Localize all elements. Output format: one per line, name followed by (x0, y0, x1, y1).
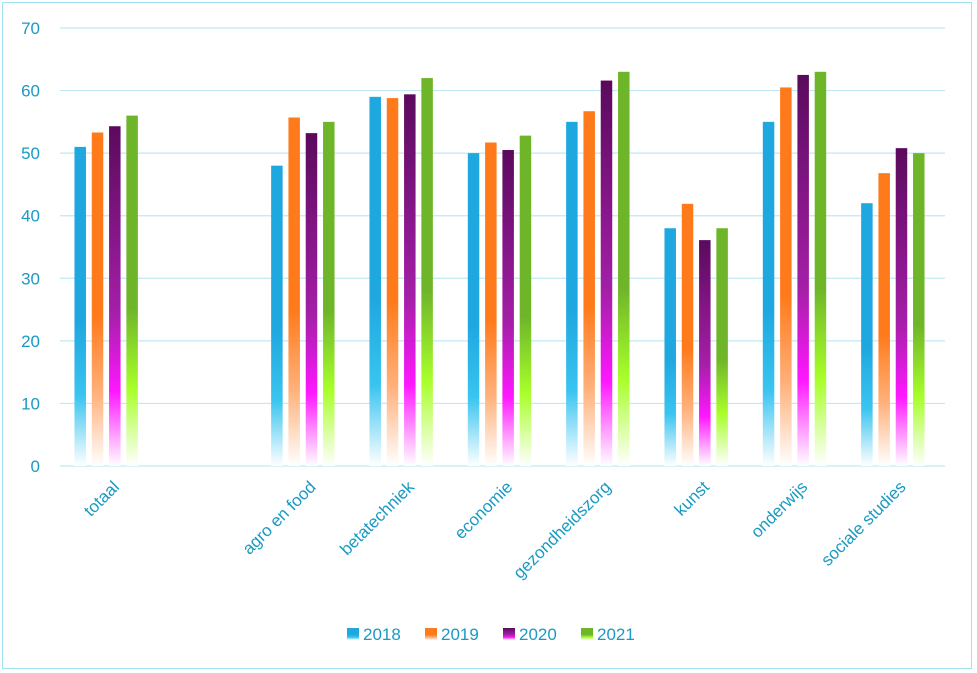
bar-2018-onderwijs (762, 121, 775, 466)
bar-2021-economie (519, 135, 532, 466)
legend-label: 2019 (441, 625, 479, 644)
y-tick-label: 30 (21, 269, 40, 288)
bar-2019-totaal (91, 132, 104, 466)
bars (74, 71, 925, 467)
bar-2020-economie (502, 150, 514, 466)
bar-2019-economie (485, 142, 497, 466)
x-category-label: agro en food (239, 477, 320, 558)
x-category-label: onderwijs (747, 477, 811, 541)
bar-2019-betatechniek (386, 98, 399, 466)
bar-2018-gezondheidszorg (566, 121, 578, 466)
bar-2020-betatechniek (404, 94, 416, 466)
bar-2020-kunst (699, 240, 711, 466)
legend-swatch-2019 (425, 628, 437, 640)
bar-2019-kunst (681, 203, 694, 466)
y-tick-label: 10 (21, 394, 40, 413)
bar-2019-agro-en-food (288, 117, 300, 466)
bar-2020-agro-en-food (305, 133, 318, 466)
y-tick-label: 70 (21, 19, 40, 38)
bar-2021-kunst (716, 228, 728, 466)
bar-2018-betatechniek (369, 96, 381, 466)
y-tick-label: 20 (21, 332, 40, 351)
bar-2021-sociale-studies (913, 153, 925, 466)
x-category-label: betatechniek (336, 477, 418, 559)
x-category-label: gezondheidszorg (510, 477, 615, 582)
y-tick-label: 40 (21, 207, 40, 226)
legend-label: 2020 (519, 625, 557, 644)
bar-2021-onderwijs (814, 71, 827, 467)
legend-swatch-2020 (503, 628, 515, 640)
legend-swatch-2018 (347, 628, 359, 640)
bar-2018-kunst (664, 228, 676, 466)
x-category-label: sociale studies (817, 477, 909, 569)
bar-2021-betatechniek (421, 78, 433, 467)
y-tick-label: 50 (21, 144, 40, 163)
bar-2018-totaal (74, 146, 86, 466)
bar-2020-gezondheidszorg (600, 80, 613, 466)
bar-2020-totaal (109, 126, 121, 466)
bar-2018-agro-en-food (271, 165, 283, 466)
legend: 2018 2019 2020 2021 (347, 625, 635, 644)
legend-label: 2018 (363, 625, 401, 644)
legend-swatch-2021 (581, 628, 593, 640)
bar-2020-onderwijs (797, 74, 809, 466)
x-category-label: economie (451, 477, 517, 543)
bar-2021-totaal (126, 115, 138, 466)
y-tick-label: 60 (21, 82, 40, 101)
bar-2019-gezondheidszorg (583, 111, 595, 466)
bar-2018-sociale-studies (861, 203, 873, 466)
legend-label: 2021 (597, 625, 635, 644)
bar-2021-gezondheidszorg (618, 71, 630, 467)
bar-2020-sociale-studies (895, 148, 908, 466)
y-tick-label: 0 (31, 457, 40, 476)
x-axis-labels: totaal agro en food betatechniek economiege… (80, 477, 910, 582)
bar-2019-onderwijs (780, 87, 792, 466)
x-category-label: kunst (671, 477, 713, 519)
bar-2018-economie (467, 153, 480, 466)
x-category-label: totaal (80, 477, 123, 520)
y-axis-ticks: 0 10 20 30 40 50 60 70 (21, 19, 40, 476)
bar-2019-sociale-studies (878, 173, 890, 466)
bar-2021-agro-en-food (323, 121, 335, 466)
